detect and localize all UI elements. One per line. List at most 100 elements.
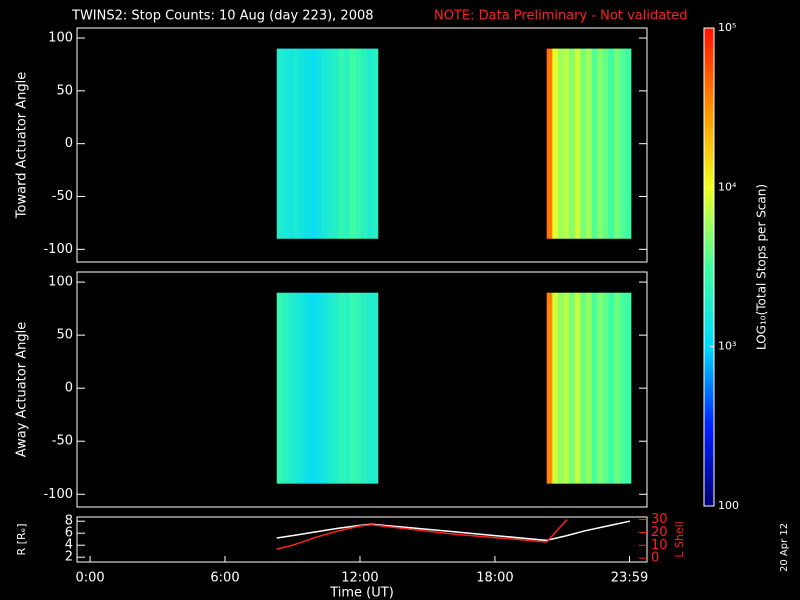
colorbar-swatch: [704, 294, 714, 300]
heatmap-cell: [282, 48, 289, 239]
chart-title: TWINS2: Stop Counts: 10 Aug (day 223), 2…: [71, 9, 374, 24]
x-tick-label: 18:00: [476, 571, 513, 586]
y2-tick-label: 10: [651, 538, 668, 553]
colorbar-swatch: [704, 171, 714, 176]
colorbar-swatch: [704, 438, 714, 443]
colorbar-label: LOG₁₀(Total Stops per Scan): [755, 184, 769, 350]
colorbar-swatch: [704, 274, 714, 280]
y2-axis-label: L Shell: [673, 521, 686, 557]
heatmap-cell: [563, 48, 570, 239]
colorbar-swatch: [704, 310, 714, 316]
heatmap-cell: [597, 48, 604, 239]
heatmap-cell: [597, 292, 604, 484]
colorbar-swatch: [704, 330, 714, 336]
heatmap-cell: [625, 48, 632, 239]
heatmap-cell: [287, 292, 294, 484]
colorbar-swatch: [704, 430, 714, 435]
colorbar-swatch: [704, 394, 714, 399]
colorbar-swatch: [704, 318, 714, 324]
y-tick-label: 0: [65, 381, 73, 396]
colorbar-swatch: [704, 382, 714, 387]
y-tick-label: 4: [65, 538, 73, 553]
heatmap-cell: [299, 292, 306, 484]
colorbar-swatch: [704, 223, 714, 228]
panel-frame: [76, 27, 648, 263]
colorbar-swatch: [704, 79, 714, 85]
series-line: [276, 520, 631, 542]
y-tick-label: 50: [56, 328, 73, 343]
heatmap-cell: [276, 48, 283, 239]
colorbar-swatch: [704, 298, 714, 304]
colorbar-swatch: [704, 442, 714, 447]
colorbar-swatch: [704, 366, 714, 372]
colorbar-swatch: [704, 159, 714, 164]
colorbar-swatch: [704, 482, 714, 487]
colorbar-swatch: [704, 338, 714, 344]
heatmap-cell: [355, 292, 362, 484]
heatmap-cell: [574, 48, 581, 239]
colorbar-swatch: [704, 322, 714, 328]
heatmap-cell: [344, 48, 351, 239]
colorbar-swatch: [704, 35, 714, 41]
colorbar-swatch: [704, 227, 714, 232]
colorbar-swatch: [704, 199, 714, 204]
colorbar-swatch: [704, 95, 714, 101]
y-tick-label: 2: [65, 550, 73, 565]
colorbar-swatch: [704, 163, 714, 168]
heatmap-cell: [321, 292, 328, 484]
series-line: [276, 519, 568, 550]
colorbar-swatch: [704, 31, 714, 37]
heatmap-cell: [591, 48, 598, 239]
colorbar-swatch: [704, 478, 714, 483]
colorbar-swatch: [704, 410, 714, 415]
y-tick-label: -100: [43, 487, 73, 502]
colorbar-swatch: [704, 326, 714, 332]
heatmap-cell: [338, 292, 345, 484]
heatmap-cell: [366, 292, 373, 484]
y-axis-label: Toward Actuator Angle: [15, 72, 30, 219]
colorbar-swatch: [704, 282, 714, 288]
colorbar-swatch: [704, 103, 714, 109]
colorbar-swatch: [704, 99, 714, 105]
heatmap-cell: [619, 292, 626, 484]
heatmap-cell: [552, 48, 559, 239]
heatmap-cell: [372, 48, 379, 239]
colorbar-swatch: [704, 290, 714, 296]
colorbar-swatch: [704, 314, 714, 320]
colorbar-swatch: [704, 219, 714, 224]
colorbar-swatch: [704, 267, 714, 272]
side-label: 20 Apr 12: [779, 523, 790, 572]
heatmap-cell: [586, 292, 592, 484]
colorbar-swatch: [704, 450, 714, 455]
colorbar-swatch: [704, 446, 714, 451]
colorbar-swatch: [704, 278, 714, 284]
colorbar-swatch: [704, 59, 714, 65]
y-tick-label: 50: [56, 83, 73, 98]
heatmap-cell: [586, 48, 592, 239]
heatmap-cell: [338, 48, 345, 239]
colorbar-tick-label: 10³: [718, 340, 736, 353]
colorbar-swatch: [704, 143, 714, 148]
colorbar-swatch: [704, 215, 714, 220]
colorbar-tick-label: 10⁴: [718, 180, 737, 193]
colorbar-swatch: [704, 187, 714, 192]
colorbar-swatch: [704, 390, 714, 395]
heatmap-cell: [580, 292, 587, 484]
heatmap-cell: [557, 292, 564, 484]
colorbar-swatch: [704, 422, 714, 427]
y-tick-label: -100: [43, 242, 73, 257]
heatmap-cell: [574, 292, 581, 484]
y-tick-label: 6: [65, 526, 73, 541]
colorbar-swatch: [704, 175, 714, 180]
colorbar-swatch: [704, 470, 714, 475]
colorbar-swatch: [704, 51, 714, 57]
colorbar-swatch: [704, 406, 714, 411]
panel-frame: [76, 516, 648, 563]
colorbar-swatch: [704, 354, 714, 360]
heatmap-cell: [287, 48, 294, 239]
x-tick-label: 0:00: [75, 571, 104, 586]
heatmap-cell: [327, 48, 334, 239]
note: NOTE: Data Preliminary - Not validated: [434, 9, 688, 24]
colorbar-swatch: [704, 426, 714, 431]
